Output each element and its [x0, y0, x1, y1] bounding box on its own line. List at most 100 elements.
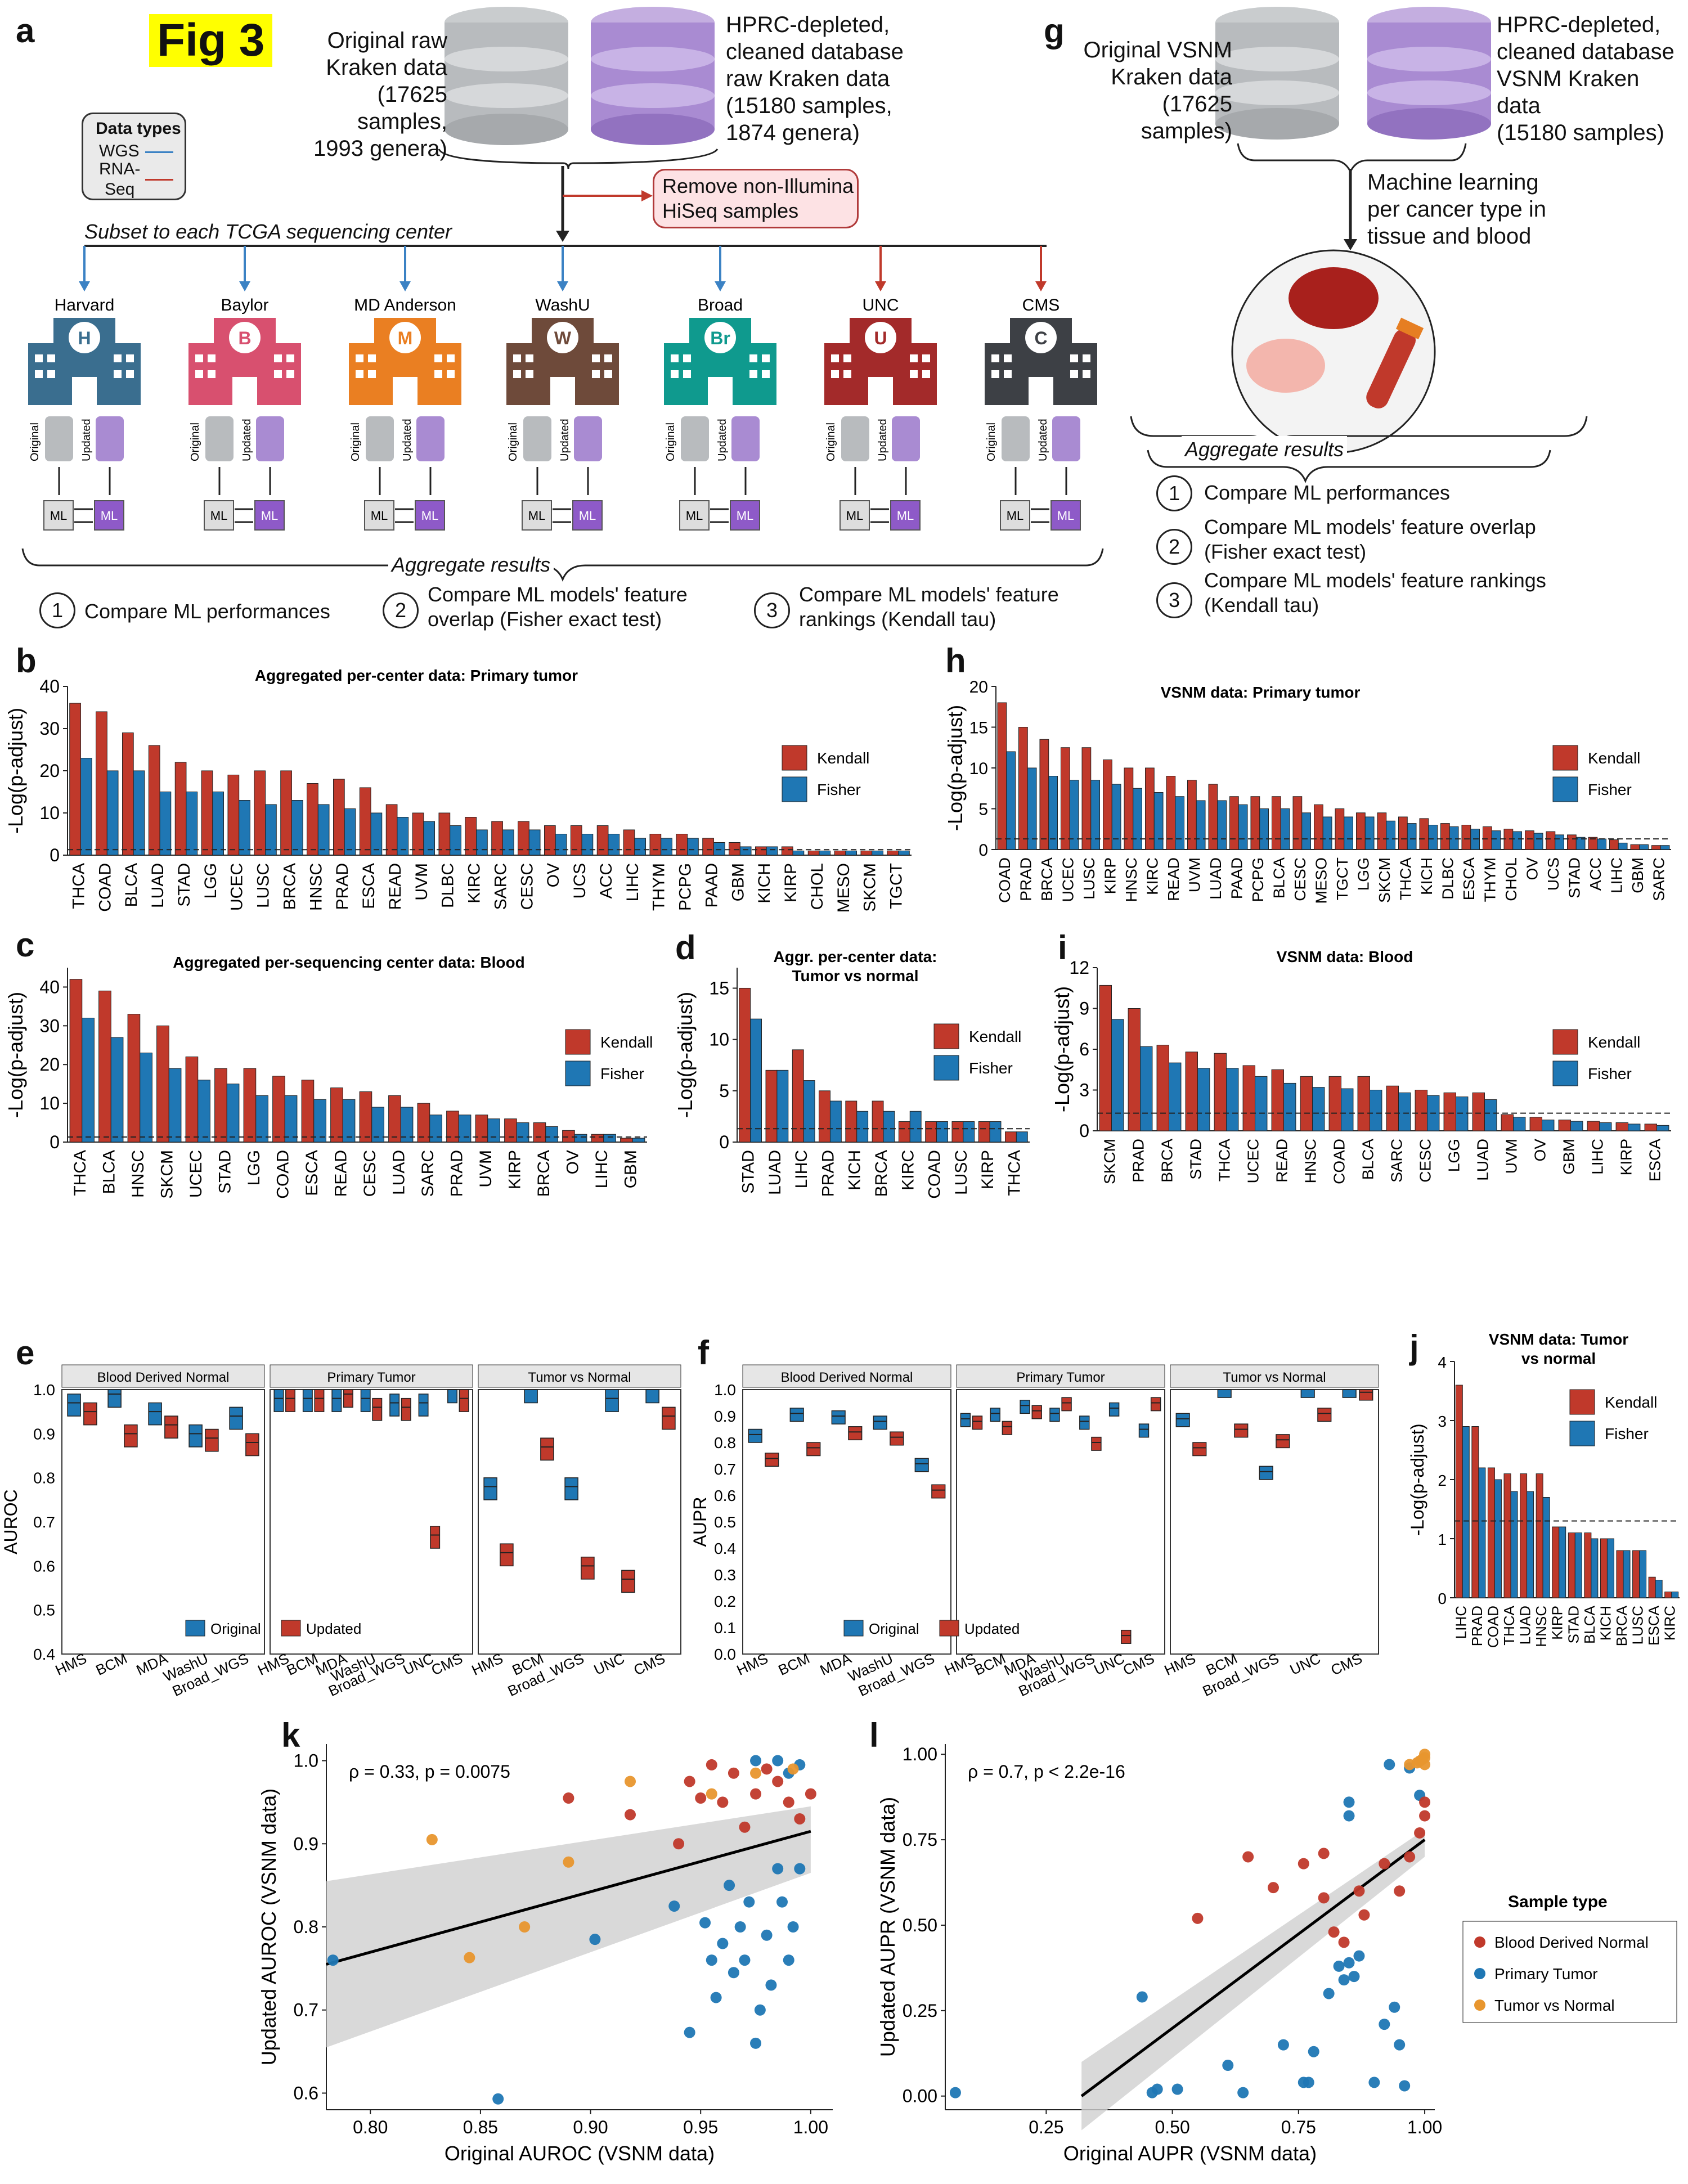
bar-fisher: [898, 851, 910, 856]
legend-label: Tumor vs Normal: [1494, 1997, 1615, 2014]
x-tick-label: THYM: [1481, 857, 1498, 902]
x-tick-label: SARC: [1650, 857, 1667, 901]
bar-fisher: [239, 800, 250, 856]
legend-label: Fisher: [1588, 781, 1632, 798]
y-tick-label: 0.6: [714, 1487, 736, 1504]
bar-fisher: [1574, 1533, 1582, 1598]
building-window: [604, 354, 612, 362]
legend-dot: [1474, 1968, 1485, 1979]
x-axis-label: Original AUROC (VSNM data): [445, 2142, 715, 2165]
x-tick-label: BRCA: [1038, 857, 1056, 901]
scatter-point: [765, 1979, 777, 1991]
building-window: [762, 370, 770, 378]
x-tick-label: UCS: [1545, 857, 1562, 891]
facet-strip: [742, 1364, 951, 1388]
scatter-point: [1394, 2039, 1406, 2051]
bar-fisher: [1575, 837, 1586, 850]
building-window: [526, 354, 533, 362]
bar-fisher: [1655, 1580, 1663, 1598]
building-window: [47, 354, 55, 362]
y-tick-label: 0: [719, 1132, 729, 1152]
box-orig: [229, 1406, 243, 1430]
box-orig: [188, 1424, 203, 1448]
legend-label: Kendall: [600, 1033, 653, 1051]
box-upd: [1002, 1421, 1013, 1435]
y-tick-label: 1: [1438, 1531, 1447, 1548]
box-orig: [990, 1408, 1000, 1422]
bar-fisher: [1597, 838, 1606, 850]
x-tick-label: LUSC: [254, 863, 273, 908]
facet-panel: [956, 1389, 1165, 1655]
facet-strip: [956, 1364, 1165, 1388]
legend-label: Updated: [306, 1620, 361, 1637]
chart-h: 0 5 10 15 20-Log(p-adjust) VSNM data: Primary…: [945, 678, 1671, 904]
building-window: [1070, 370, 1078, 378]
box-upd: [343, 1389, 353, 1408]
y-axis-label: -Log(p-adjust): [4, 708, 27, 834]
mini-original-label: Original: [665, 423, 677, 461]
bar-fisher: [1671, 1592, 1679, 1598]
scatter-point: [787, 1921, 799, 1933]
x-tick-label: 0.80: [353, 2117, 388, 2137]
box-orig: [564, 1477, 578, 1500]
building-window: [683, 370, 691, 378]
scatter-point: [1399, 2080, 1411, 2092]
box-upd: [621, 1570, 635, 1593]
box-upd: [806, 1442, 821, 1457]
y-tick-label: 0.9: [33, 1425, 55, 1442]
y-tick-label: 9: [1079, 999, 1089, 1019]
bar-kendall: [1440, 823, 1450, 850]
y-tick-label: 30: [39, 718, 60, 739]
bar-fisher: [687, 838, 699, 856]
x-tick-label: KIRP: [505, 1150, 524, 1189]
y-tick-label: 0.7: [714, 1461, 736, 1478]
bar-kendall: [227, 775, 240, 856]
bar-fisher: [1618, 842, 1628, 850]
bar-fisher: [110, 1037, 124, 1143]
x-tick-label: ESCA: [360, 863, 378, 909]
legend-title: Sample type: [1508, 1893, 1608, 1911]
scatter-point: [1384, 1759, 1395, 1770]
building-door: [1029, 377, 1053, 405]
bar-fisher: [502, 829, 514, 856]
y-tick-label: 20: [969, 678, 988, 696]
bar-fisher: [1398, 1092, 1411, 1131]
bar-fisher: [1484, 1099, 1497, 1131]
ml-chip-label: ML: [846, 509, 864, 523]
box-orig: [331, 1389, 342, 1412]
box-orig: [148, 1402, 162, 1426]
y-tick-label: 0.75: [903, 1830, 937, 1850]
panel-a-schematic: Harvard H Original Updated ML ML Baylor B Origin…: [21, 7, 1104, 582]
box-orig: [360, 1389, 371, 1412]
bar-kendall: [1609, 839, 1619, 850]
building-window: [208, 354, 216, 362]
ml-chip-updated-icon: [254, 500, 285, 531]
x-tick-label: UVM: [1186, 857, 1203, 892]
y-axis-label: Updated AUPR (VSNM data): [876, 1797, 899, 2057]
g-step-text-2: Compare ML models' feature overlap (Fish…: [1204, 515, 1536, 563]
y-tick-label: 0.6: [294, 2083, 318, 2103]
bar-fisher: [450, 825, 461, 856]
legend-swatch-fisher: [1552, 776, 1578, 802]
mini-original-db-icon: [681, 416, 709, 461]
y-tick-label: 0.6: [33, 1557, 55, 1575]
x-tick-label: COAD: [1331, 1139, 1348, 1184]
x-tick-label: ESCA: [303, 1150, 321, 1196]
bar-fisher: [186, 792, 198, 856]
bar-kendall: [1664, 1592, 1672, 1598]
y-tick-label: 10: [969, 760, 988, 778]
ml-chip-original-icon: [839, 500, 870, 531]
bar-kendall: [174, 762, 187, 856]
building-icon-washu: W Original Updated ML ML: [506, 318, 619, 531]
mini-original-label: Original: [507, 423, 519, 461]
bar-kendall: [1471, 1426, 1479, 1598]
building-window: [910, 370, 918, 378]
bar-kendall: [1185, 1051, 1198, 1131]
legend-label: Kendall: [1605, 1394, 1657, 1411]
building-window: [749, 354, 757, 362]
scatter-point: [1338, 1974, 1350, 1986]
building-badge: [229, 322, 261, 353]
bar-kendall: [280, 770, 292, 856]
bar-fisher: [739, 846, 752, 856]
scatter-point: [1414, 1827, 1426, 1839]
